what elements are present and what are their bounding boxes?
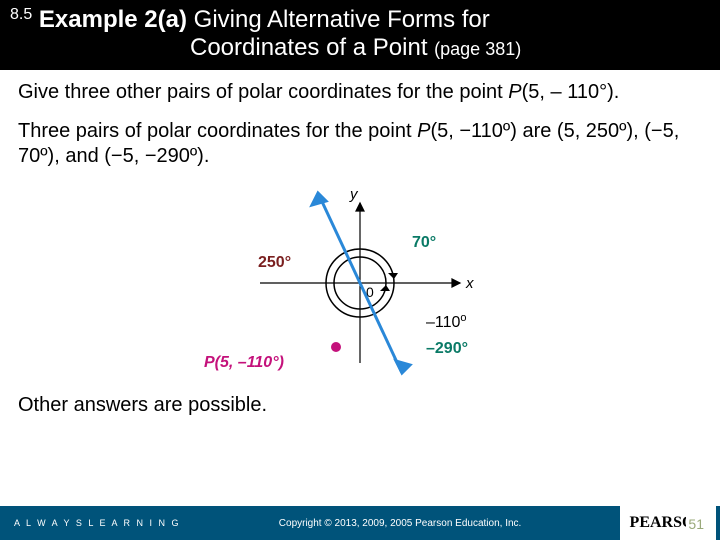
header-line-1: 8.5 Example 2(a) Giving Alternative Form…: [10, 6, 710, 34]
slide-number: 51: [686, 516, 706, 532]
answer-point: P: [417, 120, 430, 142]
answer-text-a: Three pairs of polar coordinates for the…: [18, 120, 417, 142]
title-part-2: Coordinates of a Point: [190, 34, 427, 61]
footer-copyright: Copyright © 2013, 2009, 2005 Pearson Edu…: [181, 518, 620, 529]
prompt-coords: (5, – 110°).: [522, 81, 620, 103]
prompt-point: P: [508, 81, 521, 103]
prompt-paragraph: Give three other pairs of polar coordina…: [18, 80, 702, 105]
content-area: Give three other pairs of polar coordina…: [0, 70, 720, 390]
answer-paragraph: Three pairs of polar coordinates for the…: [18, 119, 702, 169]
label-n110: –110o: [426, 312, 467, 331]
example-label: Example 2(a): [39, 6, 187, 33]
label-70: 70°: [412, 234, 436, 251]
label-n290: –290°: [426, 340, 468, 357]
page-ref: (page 381): [434, 39, 521, 59]
point-marker: [331, 342, 341, 352]
header-line-2: Coordinates of a Point (page 381): [10, 34, 710, 62]
section-number: 8.5: [10, 6, 32, 23]
footer-bar: A L W A Y S L E A R N I N G Copyright © …: [0, 506, 720, 540]
note-text: Other answers are possible.: [0, 390, 720, 417]
diagram-container: x y 0 250° 70° –110o –290° P(: [18, 183, 702, 390]
slide-header: 8.5 Example 2(a) Giving Alternative Form…: [0, 0, 720, 70]
label-250: 250°: [258, 254, 291, 271]
footer-tagline: A L W A Y S L E A R N I N G: [0, 518, 181, 528]
arc-arrow-2: [380, 285, 390, 291]
title-part-1: Giving Alternative Forms for: [194, 6, 490, 33]
point-label: P(5, –110°): [204, 354, 284, 371]
prompt-text-a: Give three other pairs of polar coordina…: [18, 81, 508, 103]
polar-diagram: x y 0 250° 70° –110o –290° P(: [200, 183, 520, 383]
x-axis-label: x: [465, 275, 474, 292]
y-axis-label: y: [349, 186, 359, 203]
